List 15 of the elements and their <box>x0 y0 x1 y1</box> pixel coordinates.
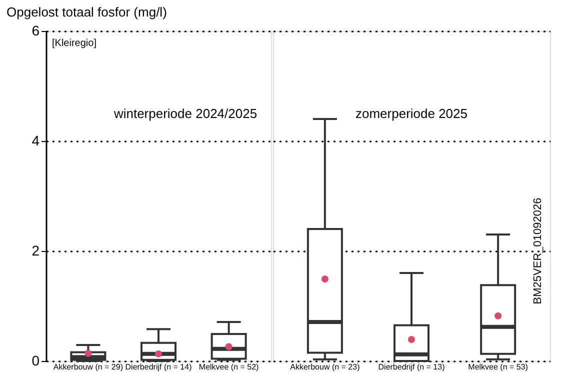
y-tick-label: 6 <box>32 22 40 38</box>
y-tick-label: 2 <box>32 242 40 258</box>
annotation: [Kleiregio] <box>52 38 97 49</box>
y-tick-label: 4 <box>32 132 40 148</box>
x-tick-label: Akkerbouw (n = 23) <box>290 362 360 372</box>
annotation: zomerperiode 2025 <box>355 106 468 121</box>
x-tick-label: Dierbedrijf (n = 13) <box>378 362 446 372</box>
x-tick-label: Dierbedrijf (n = 14) <box>125 362 192 372</box>
y-tick-label: 0 <box>32 352 40 368</box>
x-tick-label: Melkvee (n = 53) <box>468 362 528 372</box>
annotation: BM25VER_01092026 <box>532 198 544 304</box>
x-tick-label: Melkvee (n = 52) <box>198 362 260 372</box>
y-axis-title: Opgelost totaal fosfor (mg/l) <box>6 4 167 20</box>
annotation: winterperiode 2024/2025 <box>112 106 258 121</box>
x-tick-label: Akkerbouw (n = 29) <box>53 362 124 372</box>
